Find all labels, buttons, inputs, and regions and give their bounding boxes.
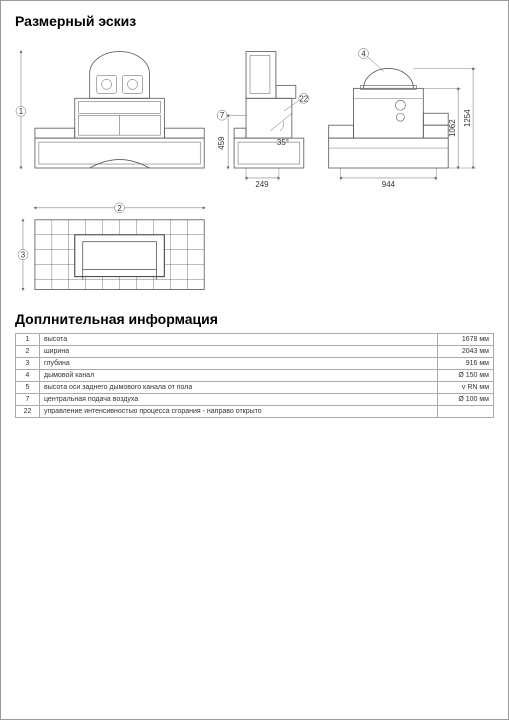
dim-249: 249 <box>255 180 269 189</box>
row-number: 5 <box>16 382 40 394</box>
info-table: 1высота1678 мм2ширина2043 мм3глубина916 … <box>15 333 494 418</box>
callout-1: 1 <box>19 107 24 116</box>
row-label: высота оси заднего дымового канала от по… <box>40 382 438 394</box>
table-row: 3глубина916 мм <box>16 358 494 370</box>
sketch-title: Размерный эскиз <box>15 13 494 29</box>
row-label: управление интенсивностью процесса сгора… <box>40 406 438 418</box>
side-view: 35° 7 22 459 249 <box>217 51 309 188</box>
row-number: 1 <box>16 334 40 346</box>
row-number: 7 <box>16 394 40 406</box>
callout-22: 22 <box>299 94 308 103</box>
row-number: 3 <box>16 358 40 370</box>
table-row: 7центральная подача воздухаØ 100 мм <box>16 394 494 406</box>
row-value: 916 мм <box>438 358 494 370</box>
technical-drawing: 1 35° 7 <box>15 35 494 305</box>
callout-2: 2 <box>117 204 122 213</box>
table-row: 4дымовой каналØ 150 мм <box>16 370 494 382</box>
callout-7: 7 <box>220 111 225 120</box>
row-value: v RN мм <box>438 382 494 394</box>
row-value: Ø 150 мм <box>438 370 494 382</box>
info-title: Доплнительная информация <box>15 311 494 327</box>
row-label: глубина <box>40 358 438 370</box>
top-view: 2 3 <box>18 203 204 290</box>
front-view: 1 <box>16 51 204 168</box>
row-number: 2 <box>16 346 40 358</box>
row-value: 1678 мм <box>438 334 494 346</box>
row-value: Ø 100 мм <box>438 394 494 406</box>
table-row: 1высота1678 мм <box>16 334 494 346</box>
dim-1062: 1062 <box>448 119 457 137</box>
table-row: 22управление интенсивностью процесса сго… <box>16 406 494 418</box>
diagram-area: 1 35° 7 <box>15 35 494 305</box>
iso-view: 4 944 1062 1254 <box>329 49 476 189</box>
dim-944: 944 <box>382 180 396 189</box>
document-page: Размерный эскиз <box>0 0 509 720</box>
dim-1254: 1254 <box>463 109 472 127</box>
angle-35: 35° <box>277 138 289 147</box>
dim-459: 459 <box>217 136 226 150</box>
table-row: 2ширина2043 мм <box>16 346 494 358</box>
row-value: 2043 мм <box>438 346 494 358</box>
row-label: ширина <box>40 346 438 358</box>
row-label: дымовой канал <box>40 370 438 382</box>
table-row: 5высота оси заднего дымового канала от п… <box>16 382 494 394</box>
row-number: 22 <box>16 406 40 418</box>
row-label: центральная подача воздуха <box>40 394 438 406</box>
callout-4: 4 <box>361 49 366 58</box>
row-label: высота <box>40 334 438 346</box>
row-value <box>438 406 494 418</box>
callout-3: 3 <box>21 251 26 260</box>
row-number: 4 <box>16 370 40 382</box>
